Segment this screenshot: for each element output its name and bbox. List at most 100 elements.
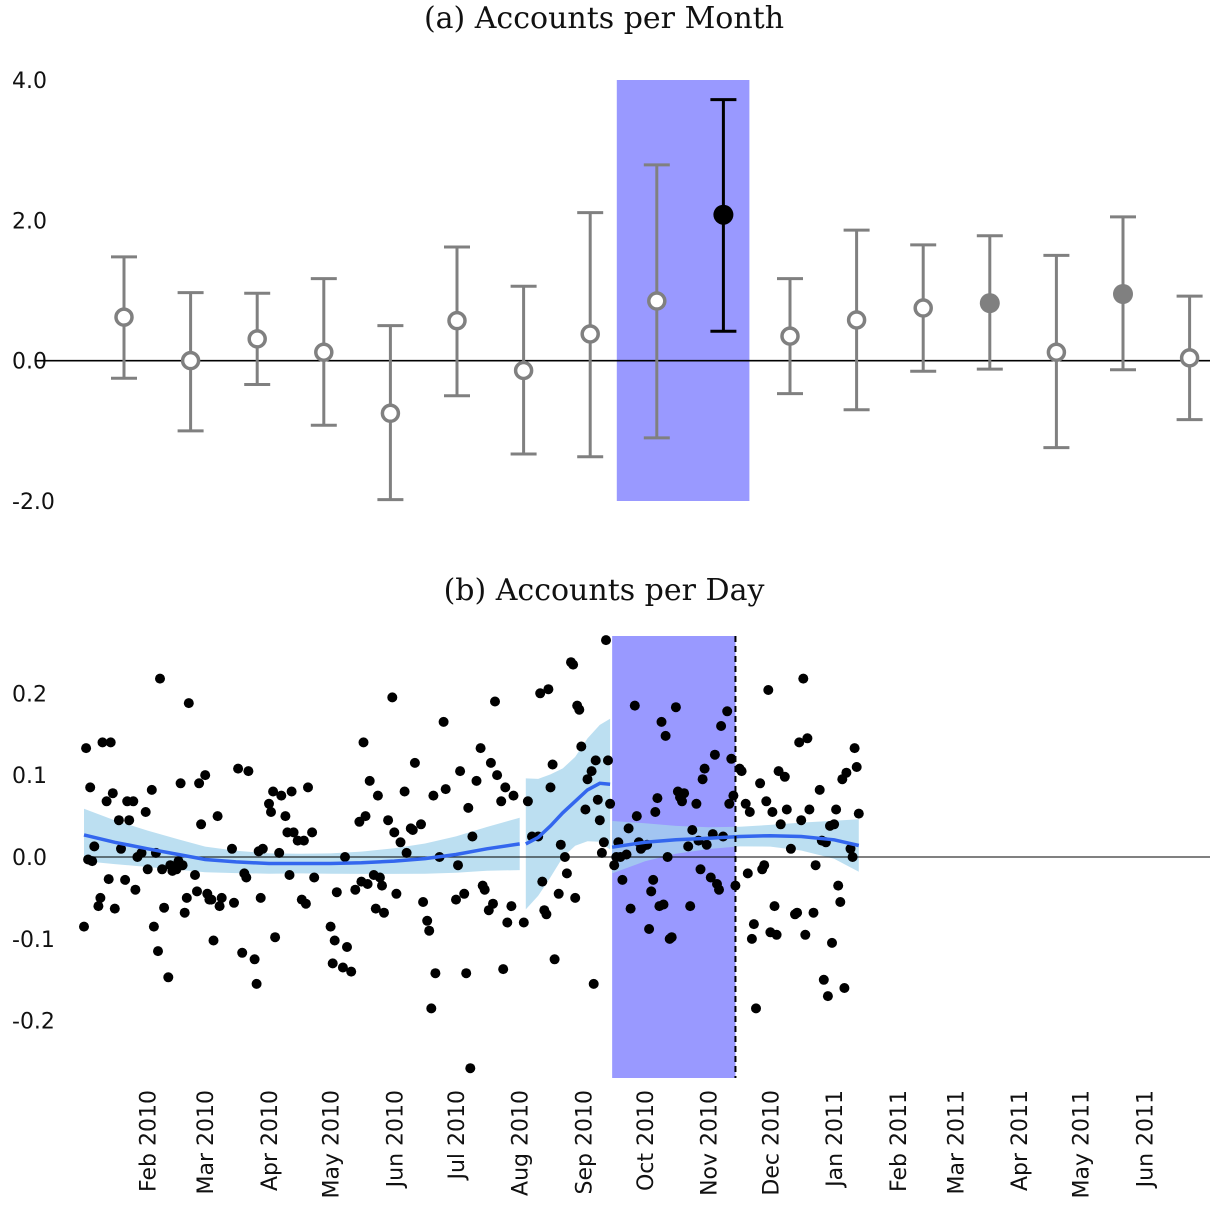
data-point — [716, 721, 727, 731]
data-point — [255, 892, 266, 903]
data-point — [697, 774, 708, 785]
data-point — [401, 847, 412, 858]
data-point — [370, 903, 381, 914]
data-point — [827, 937, 837, 948]
x-tick-label: Apr 2010 — [258, 1090, 283, 1191]
data-point — [81, 743, 92, 754]
point-estimate-marker — [647, 291, 667, 311]
confidence-band — [525, 718, 611, 910]
data-point — [839, 983, 850, 993]
data-point — [751, 1003, 761, 1014]
data-point — [124, 815, 135, 826]
data-point — [350, 884, 361, 895]
error-bar-point — [577, 211, 604, 459]
data-point — [229, 897, 239, 908]
data-point — [818, 974, 829, 985]
data-point — [785, 843, 796, 854]
data-point — [748, 919, 759, 930]
error-bar-point — [777, 277, 803, 396]
data-point — [395, 837, 406, 848]
panel-b-smooth-lines — [83, 781, 860, 866]
error-bar-point — [377, 324, 404, 502]
data-point — [508, 790, 519, 801]
data-point — [438, 716, 449, 727]
y-tick-label: 2.0 — [12, 209, 47, 234]
data-point — [372, 790, 383, 801]
data-point — [409, 757, 420, 768]
data-point — [845, 843, 856, 854]
data-point — [455, 766, 466, 777]
data-point — [485, 757, 496, 768]
data-point — [87, 856, 98, 867]
point-estimate-marker — [114, 307, 134, 327]
data-point — [714, 884, 724, 895]
data-point — [543, 684, 554, 695]
data-point — [794, 737, 805, 748]
data-point — [582, 774, 593, 785]
data-point — [841, 767, 852, 778]
point-estimate-marker — [1113, 284, 1133, 305]
data-point — [761, 796, 772, 807]
data-point — [670, 702, 681, 713]
data-point — [796, 815, 807, 826]
data-point — [463, 802, 474, 813]
data-point — [346, 966, 357, 977]
data-point — [621, 849, 632, 860]
data-point — [155, 673, 165, 684]
smooth-line — [611, 833, 860, 849]
panel-a-y-axis: 4.0 2.0 0.0 -2.0 — [12, 69, 55, 515]
data-point — [342, 942, 352, 952]
error-bar-point — [710, 98, 737, 333]
data-point — [307, 827, 318, 838]
data-point — [266, 807, 276, 817]
data-point — [179, 907, 190, 918]
data-point — [300, 898, 311, 909]
panel-b: (b) Accounts per Day 0.2 0.1 0.0 -0.1 -0.2 F… — [12, 573, 1210, 1198]
data-point — [159, 902, 170, 913]
data-point — [771, 929, 782, 940]
data-point — [588, 978, 599, 989]
data-point — [561, 868, 572, 879]
data-point — [709, 749, 720, 760]
point-estimate-marker — [314, 342, 334, 362]
panel-a: (a) Accounts per Month 4.0 2.0 0.0 -2.0 — [12, 1, 1210, 515]
data-point — [705, 872, 716, 883]
panel-a-highlight — [616, 80, 750, 501]
data-point — [648, 874, 659, 885]
data-point — [545, 782, 556, 793]
error-bar-point — [244, 291, 271, 387]
data-point — [109, 903, 120, 914]
data-point — [502, 917, 513, 928]
data-point — [490, 696, 500, 707]
data-point — [453, 860, 463, 871]
data-point — [337, 962, 348, 973]
data-point — [568, 659, 579, 670]
data-point — [146, 784, 157, 795]
data-point — [142, 864, 153, 875]
data-point — [691, 798, 702, 809]
x-tick-label: Aug 2010 — [509, 1090, 534, 1196]
data-point — [547, 759, 558, 770]
data-point — [362, 879, 373, 889]
data-point — [775, 819, 786, 830]
data-point — [767, 807, 778, 817]
data-point — [451, 894, 461, 905]
data-point — [249, 954, 260, 965]
error-bar-point — [510, 284, 537, 456]
data-point — [769, 901, 780, 912]
data-point — [140, 807, 151, 817]
data-point — [781, 804, 792, 815]
data-point — [650, 807, 661, 817]
data-point — [430, 968, 441, 979]
panel-a-points — [111, 98, 1203, 502]
data-point — [175, 778, 186, 789]
data-point — [695, 864, 706, 875]
y-tick-label: -0.1 — [12, 928, 55, 953]
point-estimate-marker — [1046, 342, 1067, 362]
data-point — [792, 907, 803, 918]
data-point — [683, 841, 694, 852]
data-point — [192, 886, 202, 897]
data-point — [364, 775, 375, 786]
data-point — [726, 753, 737, 764]
